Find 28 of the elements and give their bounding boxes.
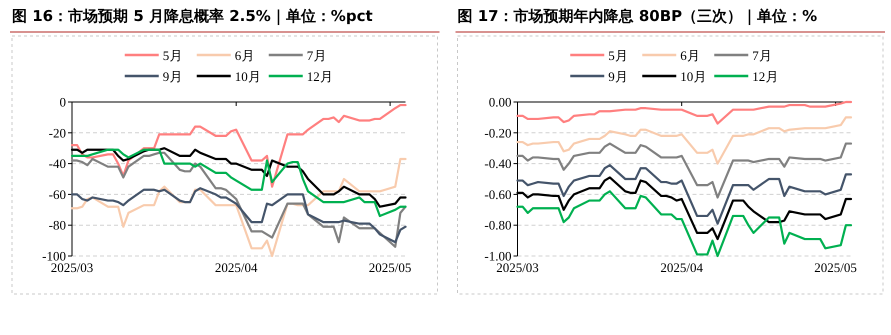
x-tick-label: 2025/04	[660, 260, 704, 275]
legend-label: 12月	[752, 69, 778, 84]
y-tick-label: -0.80	[484, 218, 512, 233]
x-tick-label: 2025/05	[814, 260, 857, 275]
y-tick-label: -60	[48, 186, 66, 202]
legend-label: 10月	[680, 69, 706, 84]
y-tick-label: -80	[48, 218, 66, 233]
legend-label: 5月	[162, 48, 182, 63]
y-tick-label: -0.60	[484, 186, 512, 202]
legend-label: 5月	[608, 48, 628, 63]
legend-label: 7月	[306, 48, 326, 63]
legend-label: 9月	[608, 69, 628, 84]
y-tick-label: -0.20	[484, 125, 512, 140]
y-tick-label: -0.40	[484, 156, 512, 172]
y-tick-label: -20	[48, 125, 66, 140]
y-tick-label: 0.00	[488, 94, 512, 110]
legend-label: 10月	[234, 69, 261, 84]
x-tick-label: 2025/04	[214, 260, 258, 275]
legend-label: 9月	[162, 69, 182, 84]
legend-label: 6月	[680, 48, 700, 63]
y-tick-label: -40	[48, 156, 66, 172]
legend-label: 7月	[752, 48, 772, 63]
legend-label: 6月	[234, 48, 254, 63]
y-tick-label: 0	[60, 94, 66, 110]
chart-title: 图 17：市场预期年内降息 80BP（三次）｜单位：%	[458, 7, 818, 26]
legend-label: 12月	[306, 69, 333, 84]
x-tick-label: 2025/05	[368, 260, 412, 275]
chart-title: 图 16：市场预期 5 月降息概率 2.5%｜单位：%pct	[12, 7, 373, 26]
